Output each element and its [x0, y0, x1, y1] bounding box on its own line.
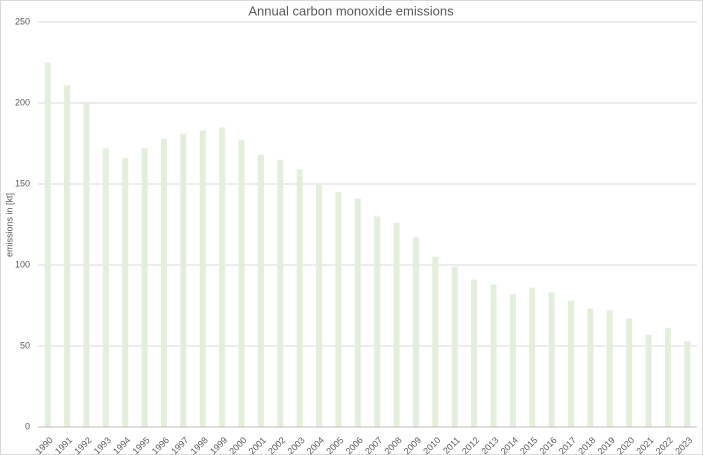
- bar: [277, 159, 284, 427]
- bar: [354, 198, 361, 427]
- bar: [529, 287, 536, 427]
- y-tick-label: 150: [15, 178, 30, 188]
- bar: [412, 237, 419, 427]
- bar: [509, 294, 516, 427]
- bar: [645, 334, 652, 427]
- bar: [432, 256, 439, 427]
- bar: [451, 266, 458, 427]
- bar: [296, 169, 303, 428]
- bar: [568, 300, 575, 427]
- bar: [335, 192, 342, 427]
- bar: [257, 154, 264, 427]
- bar: [587, 308, 594, 427]
- y-axis-label: emissions in [kt]: [4, 193, 14, 257]
- bar: [393, 222, 400, 427]
- bar: [102, 148, 109, 428]
- y-tick-label: 100: [15, 259, 30, 269]
- bar: [64, 85, 71, 428]
- bar: [122, 158, 129, 427]
- bar: [83, 103, 90, 427]
- y-tick-label: 50: [20, 340, 30, 350]
- bar: [626, 318, 633, 427]
- bar: [199, 130, 206, 428]
- bar: [180, 133, 187, 427]
- y-tick-label: 200: [15, 97, 30, 107]
- bar: [490, 284, 497, 427]
- y-tick-label: 250: [15, 16, 30, 26]
- bar: [44, 62, 51, 427]
- bar: [316, 184, 323, 427]
- bar: [374, 216, 381, 427]
- bar: [141, 148, 148, 428]
- y-tick-label: 0: [25, 421, 30, 431]
- bar: [471, 279, 478, 427]
- chart-title: Annual carbon monoxide emissions: [248, 3, 454, 18]
- bar: [606, 310, 613, 427]
- bar: [664, 328, 671, 427]
- bar: [684, 341, 691, 427]
- bar: [548, 292, 555, 427]
- bar: [219, 127, 226, 428]
- bar: [238, 140, 245, 427]
- bar: [160, 138, 167, 427]
